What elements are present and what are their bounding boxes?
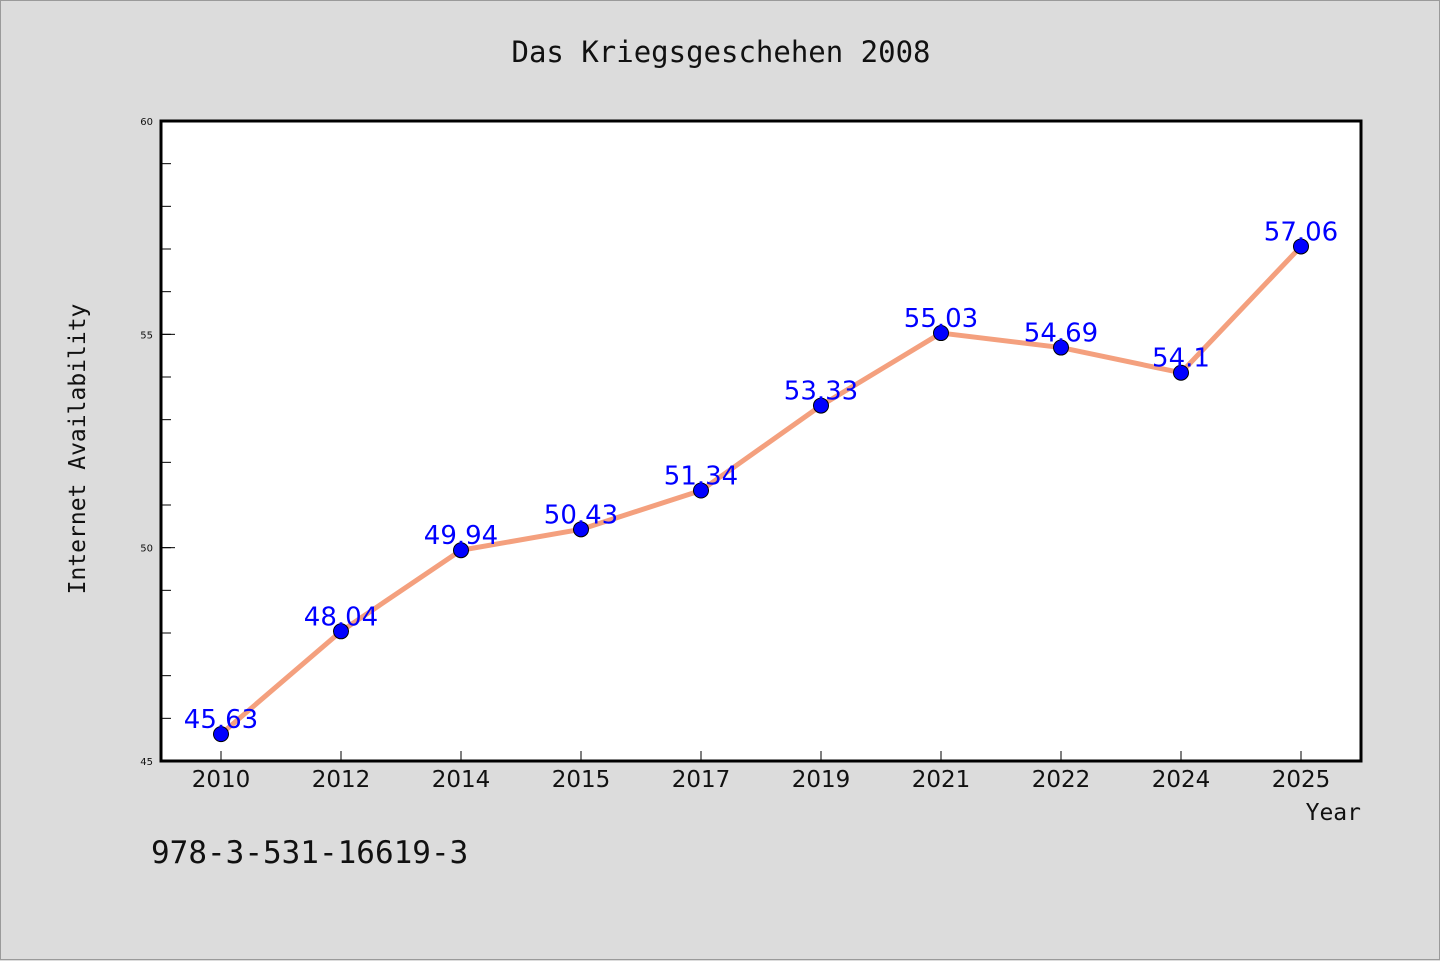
y-tick-label: 55 [140,330,153,341]
data-point [573,521,589,538]
data-label: 48.04 [304,602,378,632]
data-point [1173,364,1189,381]
data-label: 57.06 [1264,217,1338,247]
data-label: 45.63 [184,705,258,735]
y-tick-label: 60 [140,117,153,128]
y-tick-label: 45 [140,757,153,768]
data-point [813,397,829,414]
data-label: 53.33 [784,377,858,407]
x-tick-label: 2012 [312,767,371,793]
data-label: 50.43 [544,500,618,530]
x-tick-label: 2025 [1272,767,1331,793]
y-axis-label: Internet Availability [65,304,91,595]
x-tick-label: 2015 [552,767,611,793]
data-point [693,482,709,499]
x-tick-label: 2010 [192,767,251,793]
x-tick-label: 2021 [912,767,971,793]
x-tick-label: 2019 [792,767,851,793]
data-label: 49.94 [424,521,498,551]
data-point [933,325,949,342]
y-tick-label: 50 [140,544,153,555]
x-tick-label: 2024 [1152,767,1211,793]
data-point [1293,238,1309,255]
plot-area [159,119,1363,763]
footer-note: 978-3-531-16619-3 [151,835,469,871]
x-tick-label: 2022 [1032,767,1091,793]
data-label: 54.69 [1024,319,1098,349]
data-point [453,542,469,559]
series-line [218,243,1304,737]
data-label: 55.03 [904,304,978,334]
data-label: 51.34 [664,461,738,491]
data-point [213,726,229,743]
data-label: 54.1 [1152,344,1210,374]
chart-title: Das Kriegsgeschehen 2008 [511,35,931,69]
x-tick-label: 2017 [672,767,731,793]
data-point [1053,339,1069,356]
x-tick-label: 2014 [432,767,491,793]
data-point [333,623,349,640]
x-axis-label: Year [1306,800,1361,826]
